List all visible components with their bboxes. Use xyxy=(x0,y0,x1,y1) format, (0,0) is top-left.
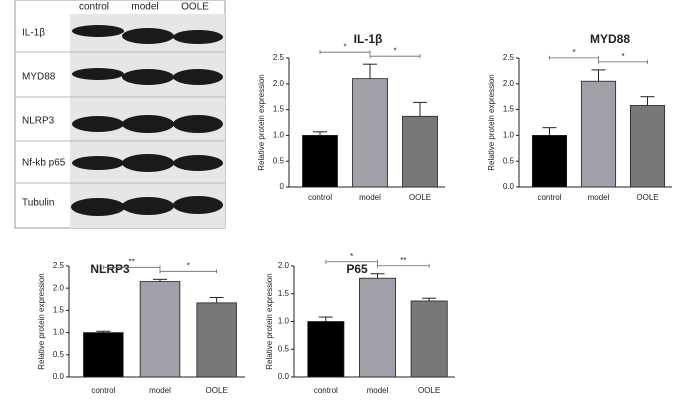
band xyxy=(122,197,174,215)
y-tick-label: 1.0 xyxy=(278,317,290,326)
y-tick-label: 1.5 xyxy=(273,105,285,114)
protein-label: IL-1β xyxy=(22,28,45,39)
x-tick-label: OOLE xyxy=(636,193,658,202)
protein-label: Nf-kb p65 xyxy=(22,158,66,169)
band xyxy=(122,28,174,44)
y-tick-label: 2.5 xyxy=(273,53,285,62)
band xyxy=(72,25,124,37)
y-tick-label: 2.0 xyxy=(273,79,285,88)
bar xyxy=(83,332,124,378)
bar-chart: P65 Relative protein expression 0.0 0.5 1.0 1… xyxy=(265,252,455,395)
significance-label: * xyxy=(621,52,624,61)
protein-label: NLRP3 xyxy=(22,116,55,127)
y-tick-label: 2.0 xyxy=(278,261,290,270)
bar xyxy=(139,281,181,378)
y-tick-label: 0.0 xyxy=(53,372,65,381)
bar xyxy=(196,302,237,378)
y-tick-label: 0 xyxy=(280,182,285,191)
significance-label: * xyxy=(343,42,346,51)
band xyxy=(71,198,125,216)
band xyxy=(122,115,174,133)
y-tick-label: 2.5 xyxy=(503,53,515,62)
bar xyxy=(531,134,568,188)
x-tick-label: model xyxy=(588,193,610,202)
chart-title: NLRP3 xyxy=(90,262,130,276)
bands xyxy=(71,25,223,216)
band xyxy=(122,154,174,172)
bar-chart: NLRP3 Relative protein expression 0.0 0.5 1.… xyxy=(37,257,245,395)
y-tick-label: 0.0 xyxy=(503,182,515,191)
bar xyxy=(307,321,345,378)
band xyxy=(122,69,174,85)
bar xyxy=(410,300,448,378)
x-tick-label: OOLE xyxy=(206,386,228,395)
significance-label: * xyxy=(393,46,396,55)
y-tick-label: 0.5 xyxy=(503,156,515,165)
band xyxy=(173,30,223,44)
chart-title: MYD88 xyxy=(590,32,630,46)
y-tick-label: 1.0 xyxy=(53,328,65,337)
significance-label: * xyxy=(572,48,575,57)
bar xyxy=(352,78,388,188)
band xyxy=(173,115,223,133)
bar xyxy=(302,134,338,188)
x-tick-label: model xyxy=(149,386,171,395)
y-tick-label: 1.0 xyxy=(503,131,515,140)
y-axis-label: Relative protein expression xyxy=(37,273,46,370)
y-tick-label: 0.5 xyxy=(53,350,65,359)
significance-label: ** xyxy=(400,256,406,265)
band xyxy=(173,196,223,214)
y-tick-label: 0.5 xyxy=(278,344,290,353)
y-tick-label: 2.0 xyxy=(53,283,65,292)
lane-label: OOLE xyxy=(181,2,209,13)
y-tick-label: 0.0 xyxy=(278,372,290,381)
y-tick-label: 1.5 xyxy=(278,289,290,298)
x-tick-label: control xyxy=(91,386,115,395)
y-axis-label: Relative protein expression xyxy=(265,273,274,370)
bar xyxy=(580,80,617,188)
y-tick-label: 1.5 xyxy=(53,306,65,315)
chart-title: P65 xyxy=(346,262,368,276)
significance-label: * xyxy=(350,252,353,261)
y-tick-label: 1.0 xyxy=(273,131,285,140)
blot-panel: control model OOLE IL-1β MYD88 NLRP3 Nf-… xyxy=(14,0,226,229)
band xyxy=(173,155,223,171)
x-tick-label: model xyxy=(359,193,381,202)
bar xyxy=(402,115,438,188)
chart-title: IL-1β xyxy=(354,32,383,46)
lane-label: control xyxy=(79,2,109,13)
bar xyxy=(629,105,666,188)
x-tick-label: OOLE xyxy=(418,386,440,395)
y-tick-label: 2.5 xyxy=(53,261,65,270)
y-tick-label: 2.0 xyxy=(503,79,515,88)
x-tick-label: OOLE xyxy=(409,193,431,202)
band xyxy=(72,68,124,80)
band xyxy=(72,116,124,132)
band xyxy=(72,156,124,170)
band xyxy=(173,69,223,85)
bar-chart: IL-1β Relative protein expression 0 0.5 1.0 1… xyxy=(257,32,445,202)
x-tick-label: control xyxy=(314,386,338,395)
x-tick-label: model xyxy=(367,386,389,395)
y-tick-label: 0.5 xyxy=(273,156,285,165)
protein-label: MYD88 xyxy=(22,72,56,83)
x-tick-label: control xyxy=(308,193,332,202)
bar xyxy=(359,277,396,378)
significance-label: * xyxy=(187,261,190,270)
protein-label: Tubulin xyxy=(22,198,54,209)
x-tick-label: control xyxy=(537,193,561,202)
significance-label: ** xyxy=(129,257,135,266)
lane-label: model xyxy=(131,2,158,13)
y-axis-label: Relative protein expression xyxy=(487,74,496,171)
bar-chart: MYD88 Relative protein expression 0.0 0.5 1.… xyxy=(487,32,672,202)
y-axis-label: Relative protein expression xyxy=(257,74,266,171)
y-tick-label: 1.5 xyxy=(503,105,515,114)
